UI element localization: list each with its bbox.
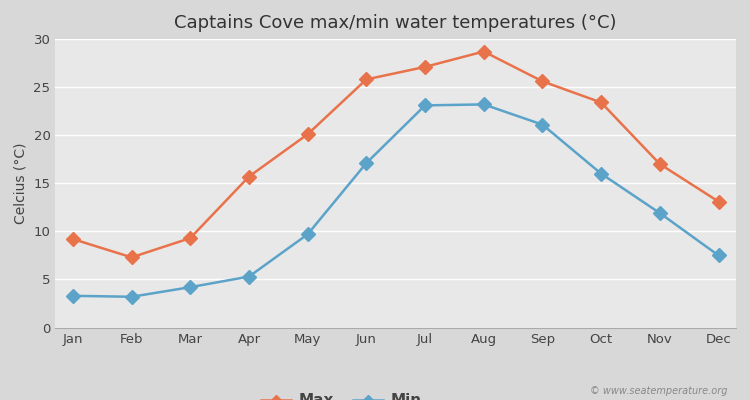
Legend: Max, Min: Max, Min: [254, 387, 428, 400]
Min: [656, 211, 664, 216]
Min: [714, 253, 723, 258]
Min: [244, 274, 254, 279]
Max: [596, 100, 605, 105]
Max: [421, 64, 430, 69]
Max: [538, 79, 547, 84]
Min: [538, 122, 547, 127]
Title: Captains Cove max/min water temperatures (°C): Captains Cove max/min water temperatures…: [175, 14, 617, 32]
Max: [127, 255, 136, 260]
Max: [656, 162, 664, 166]
Max: [186, 236, 195, 240]
Min: [303, 232, 312, 237]
Max: [244, 174, 254, 179]
Min: [479, 102, 488, 107]
Line: Max: Max: [68, 47, 723, 262]
Max: [479, 49, 488, 54]
Text: © www.seatemperature.org: © www.seatemperature.org: [590, 386, 728, 396]
Max: [362, 77, 370, 82]
Max: [714, 199, 723, 204]
Min: [362, 161, 370, 166]
Min: [596, 171, 605, 176]
Min: [68, 294, 77, 298]
Min: [421, 103, 430, 108]
Line: Min: Min: [68, 100, 723, 302]
Max: [68, 237, 77, 242]
Max: [303, 132, 312, 137]
Min: [127, 294, 136, 299]
Y-axis label: Celcius (°C): Celcius (°C): [14, 142, 28, 224]
Min: [186, 285, 195, 290]
